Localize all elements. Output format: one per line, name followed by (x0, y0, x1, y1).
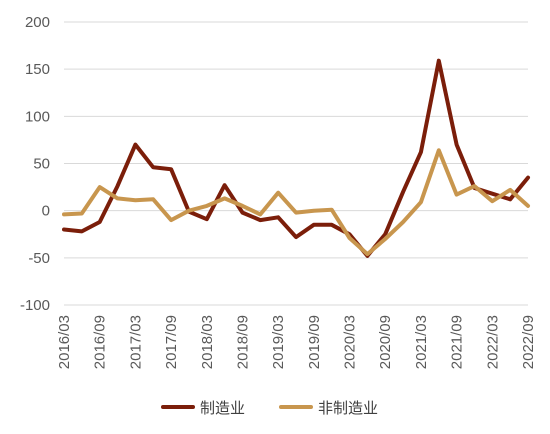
series-line-0 (62, 58, 530, 258)
series-lines (62, 58, 530, 258)
x-tick-label: 2019/03 (270, 315, 287, 369)
legend: 制造业 非制造业 (161, 399, 378, 417)
series-line-1 (62, 148, 530, 257)
y-tick-label: -100 (20, 297, 50, 314)
y-tick-label: 50 (33, 156, 50, 173)
legend-label: 制造业 (200, 399, 245, 417)
x-tick-label: 2016/09 (92, 315, 109, 369)
y-tick-label: 200 (25, 14, 50, 31)
y-axis-ticks: 200 150 100 50 0 -50 -100 (20, 14, 50, 314)
legend-label: 非制造业 (318, 399, 378, 417)
x-tick-label: 2021/09 (449, 315, 466, 369)
x-tick-label: 2019/09 (306, 315, 323, 369)
x-tick-label: 2021/03 (413, 315, 430, 369)
y-tick-label: 100 (25, 108, 50, 125)
x-tick-label: 2020/03 (342, 315, 359, 369)
y-tick-label: -50 (28, 250, 50, 267)
x-tick-label: 2018/09 (234, 315, 251, 369)
gridlines (64, 21, 528, 306)
x-tick-label: 2018/03 (199, 315, 216, 369)
y-tick-label: 150 (25, 61, 50, 78)
x-tick-label: 2017/09 (163, 315, 180, 369)
x-tick-label: 2020/09 (377, 315, 394, 369)
x-axis-ticks: 2016/03 2016/09 2017/03 2017/09 2018/03 2018/… (56, 315, 537, 369)
x-tick-label: 2022/03 (484, 315, 501, 369)
x-tick-label: 2022/09 (520, 315, 537, 369)
y-tick-label: 0 (42, 203, 50, 220)
x-tick-label: 2016/03 (56, 315, 73, 369)
x-tick-label: 2017/03 (127, 315, 144, 369)
